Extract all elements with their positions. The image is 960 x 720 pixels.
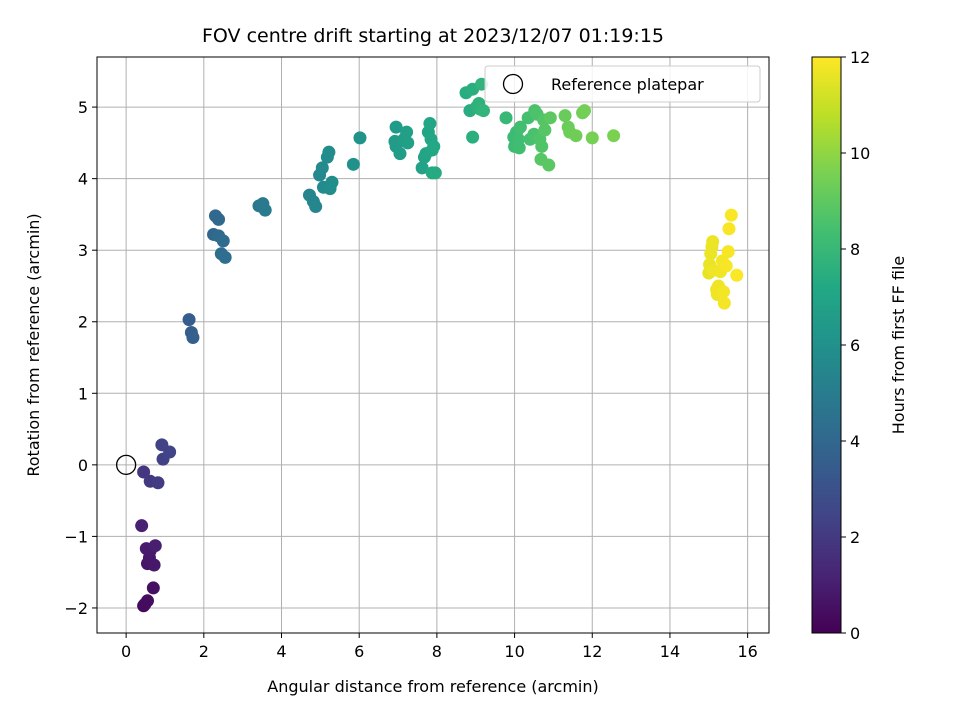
data-point [137, 465, 151, 479]
data-point [135, 519, 149, 533]
data-point [212, 212, 226, 226]
data-point [146, 581, 160, 595]
data-point [138, 597, 152, 611]
x-tick-label: 10 [504, 642, 524, 661]
colorbar-tick-label: 6 [850, 336, 860, 355]
y-tick-label: 0 [78, 456, 88, 475]
data-point [476, 104, 490, 118]
colorbar-label: Hours from first FF file [889, 256, 908, 435]
data-point [513, 120, 527, 134]
x-tick-label: 14 [660, 642, 680, 661]
colorbar-tick-label: 10 [850, 144, 870, 163]
data-point [186, 330, 200, 344]
data-point [258, 203, 272, 217]
y-tick-label: 4 [78, 170, 88, 189]
y-tick-label: 2 [78, 313, 88, 332]
grid [97, 57, 769, 633]
data-point [148, 539, 162, 553]
data-point [717, 296, 731, 310]
x-tick-label: 16 [737, 642, 757, 661]
data-point [538, 123, 552, 137]
data-point [400, 125, 414, 139]
data-point [353, 131, 367, 145]
data-point [322, 145, 336, 159]
data-point [730, 268, 744, 282]
colorbar-ticks: 0 2 4 6 8 10 12 [841, 48, 870, 643]
data-point [401, 136, 415, 150]
data-point [535, 139, 549, 153]
data-point [415, 161, 429, 175]
scatter-points [135, 77, 744, 613]
data-point [155, 438, 169, 452]
colorbar [811, 56, 842, 634]
reference-marker-group [115, 454, 137, 476]
data-point [315, 161, 329, 175]
data-point [706, 235, 720, 249]
data-point [542, 158, 556, 172]
data-point [719, 259, 733, 273]
colorbar-tick-label: 4 [850, 432, 860, 451]
reference-marker [115, 454, 137, 476]
data-point [721, 245, 735, 259]
colorbar-tick-label: 0 [850, 624, 860, 643]
x-tick-label: 4 [276, 642, 286, 661]
y-tick-label: −2 [64, 599, 88, 618]
y-axis-ticks: −2 −1 0 1 2 3 4 5 [64, 98, 97, 618]
colorbar-tick-label: 2 [850, 528, 860, 547]
legend-marker [502, 73, 524, 95]
data-point [543, 111, 557, 125]
data-point [569, 129, 583, 143]
y-tick-label: 5 [78, 98, 88, 117]
y-tick-label: 3 [78, 241, 88, 260]
data-point [393, 147, 407, 161]
data-point [218, 250, 232, 264]
data-point [309, 200, 323, 214]
data-point [427, 139, 441, 153]
x-tick-label: 2 [199, 642, 209, 661]
data-point [389, 120, 403, 134]
data-point [722, 222, 736, 236]
data-point [466, 130, 480, 144]
legend: Reference platepar [484, 65, 761, 103]
data-point [423, 117, 437, 131]
data-point [512, 141, 526, 155]
x-tick-label: 12 [582, 642, 602, 661]
x-tick-label: 0 [121, 642, 131, 661]
data-point [717, 285, 731, 299]
legend-box [484, 65, 761, 103]
x-axis-ticks: 0 2 4 6 8 10 12 14 16 [121, 633, 758, 661]
data-point [585, 131, 599, 145]
data-point [499, 111, 513, 125]
y-axis-label: Rotation from reference (arcmin) [24, 213, 43, 476]
y-tick-label: −1 [64, 527, 88, 546]
colorbar-tick-label: 8 [850, 240, 860, 259]
data-point [607, 129, 621, 143]
x-axis-label: Angular distance from reference (arcmin) [267, 677, 598, 696]
data-point [558, 109, 572, 123]
x-tick-label: 6 [354, 642, 364, 661]
data-point [151, 476, 165, 490]
data-point [325, 175, 339, 189]
data-point [216, 234, 230, 248]
data-point [428, 166, 442, 180]
chart-title: FOV centre drift starting at 2023/12/07 … [202, 25, 664, 47]
y-tick-label: 1 [78, 384, 88, 403]
colorbar-tick-label: 12 [850, 48, 870, 67]
data-point [577, 104, 591, 118]
plot-frame [96, 56, 770, 634]
x-tick-label: 8 [432, 642, 442, 661]
data-point [182, 313, 196, 327]
data-point [346, 157, 360, 171]
data-point [724, 208, 738, 222]
legend-label: Reference platepar [551, 75, 704, 94]
